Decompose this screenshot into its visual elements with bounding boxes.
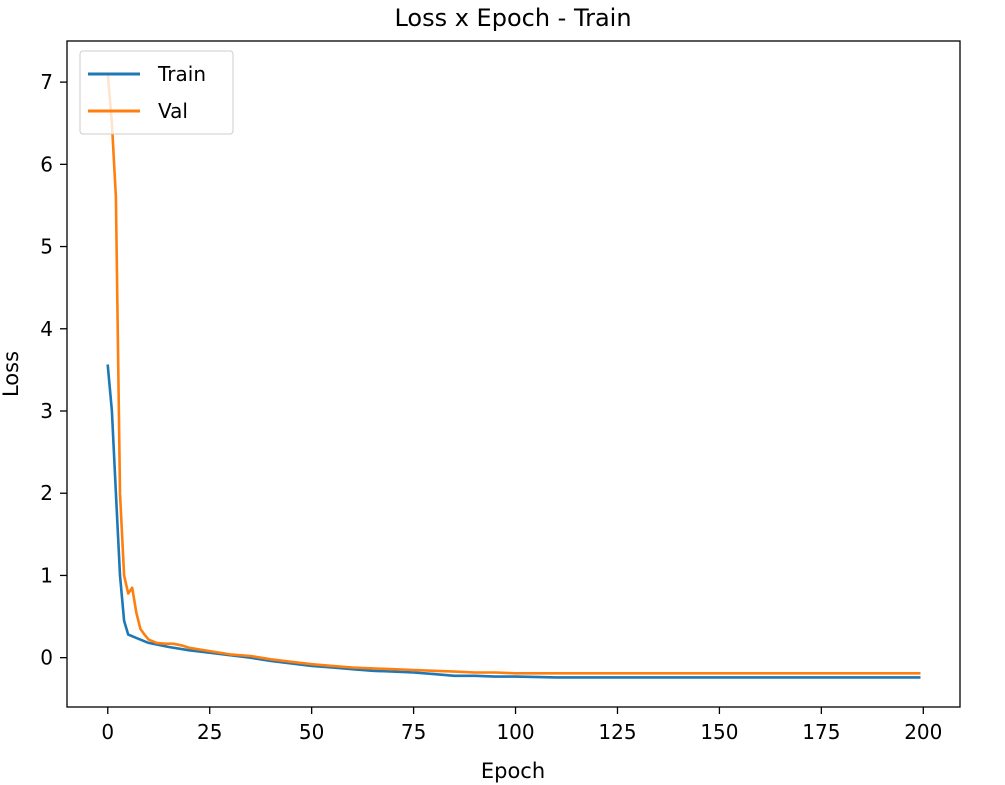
chart-title: Loss x Epoch - Train [394,4,631,32]
x-tick-label: 200 [904,720,942,744]
y-axis-ticks: 0 1 2 3 4 5 6 7 [40,70,67,670]
series-line-train [106,364,921,679]
y-tick-label: 5 [40,235,53,259]
legend: Train Val [79,50,234,135]
x-axis-ticks: 0 25 50 75 100 125 150 175 200 [101,707,942,744]
y-tick-label: 1 [40,563,53,587]
x-tick-label: 75 [401,720,426,744]
plot-area [66,40,961,708]
x-tick-label: 50 [299,720,324,744]
legend-label-val: Val [158,99,188,123]
series-line-val [106,72,921,675]
y-tick-label: 3 [40,399,53,423]
x-tick-label: 175 [802,720,840,744]
y-tick-label: 0 [40,646,53,670]
y-tick-label: 4 [40,317,53,341]
legend-label-train: Train [157,62,206,86]
x-tick-label: 150 [700,720,738,744]
y-axis-label: Loss [0,351,23,397]
legend-box [79,50,234,135]
x-tick-label: 25 [197,720,222,744]
y-tick-label: 7 [40,70,53,94]
x-tick-label: 100 [496,720,534,744]
y-tick-label: 2 [40,481,53,505]
x-tick-label: 125 [598,720,636,744]
axes-frame [66,40,961,708]
series-layer [106,72,921,679]
x-axis-label: Epoch [481,759,545,783]
y-tick-label: 6 [40,152,53,176]
x-tick-label: 0 [101,720,114,744]
